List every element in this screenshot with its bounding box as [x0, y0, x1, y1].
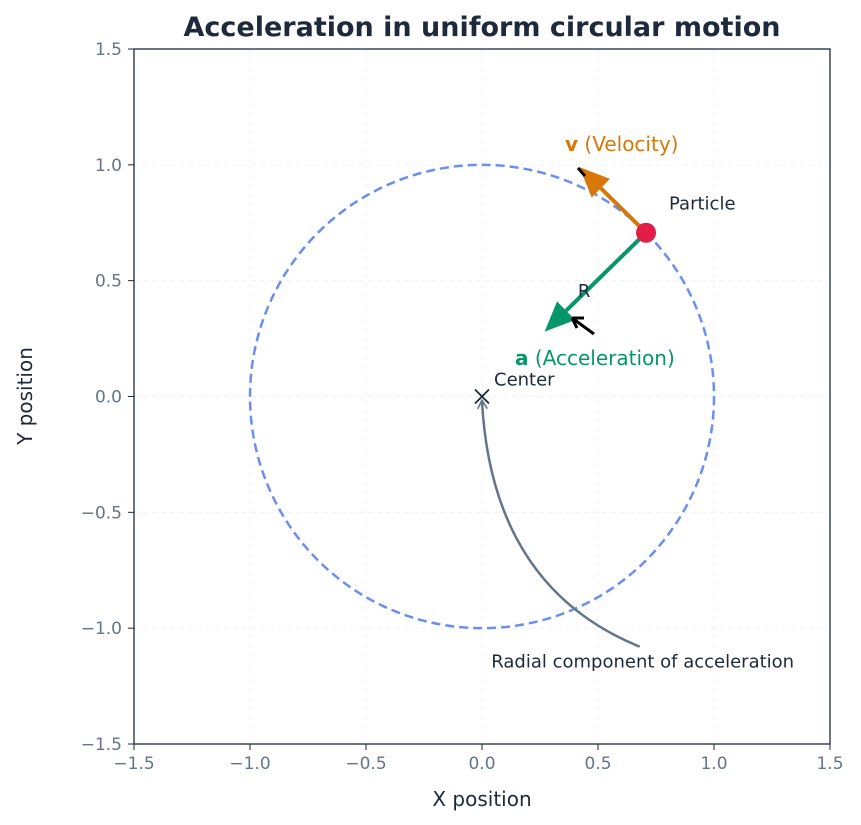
x-tick-label: 0.5: [584, 754, 611, 774]
velocity-label: v (Velocity): [565, 132, 678, 156]
x-tick-label: −1.5: [113, 754, 154, 774]
acceleration-arrow-head: [544, 301, 576, 332]
trajectory-circle: [248, 163, 716, 630]
radius-pointer-arrow: [570, 316, 595, 336]
y-tick-label: −1.5: [81, 735, 122, 755]
axes-frame: [133, 48, 831, 745]
annotation-arrow: [482, 401, 641, 648]
y-tick-label: −1.0: [81, 619, 122, 639]
x-tick-label: −1.0: [229, 754, 270, 774]
x-tick-label: 1.0: [700, 754, 727, 774]
velocity-arrow-shaft: [599, 186, 648, 235]
annotation-background: [487, 647, 844, 676]
particle-label: Particle: [669, 194, 736, 215]
x-tick-label: 0.0: [468, 754, 495, 774]
y-tick-label: 1.0: [95, 156, 122, 176]
velocity-arrow-head: [579, 167, 610, 198]
x-tick-label: −0.5: [345, 754, 386, 774]
velocity-label-text: (Velocity): [578, 132, 678, 156]
acceleration-arrow-shaft: [564, 231, 648, 313]
y-tick-label: −0.5: [81, 503, 122, 523]
acceleration-label: a (Acceleration): [515, 346, 675, 370]
y-tick-label: 0.5: [95, 272, 122, 292]
velocity-pointer-arrow: [576, 167, 587, 177]
plot-area: Particle Center Rv (Velocity) a (Accelerati…: [248, 132, 844, 676]
velocity-label-symbol: v: [565, 132, 578, 156]
y-tick-label: 1.5: [95, 40, 122, 60]
y-tick-label: 0.0: [95, 388, 122, 408]
particle-marker: [636, 222, 657, 243]
annotation-text: Radial component of acceleration: [491, 652, 794, 673]
ticks: −1.5 −1.0 −0.5 0.0 0.5 1.0 1.5 −1.5 −1.0 −0.5 0.0 0…: [81, 40, 844, 774]
chart-title: Acceleration in uniform circular motion: [184, 12, 781, 43]
y-axis-label: Y position: [13, 347, 37, 446]
center-label: Center: [494, 370, 555, 391]
radius-label: R: [578, 281, 591, 302]
acceleration-label-symbol: a: [515, 346, 529, 370]
x-tick-label: 1.5: [816, 754, 843, 774]
acceleration-label-text: (Acceleration): [529, 346, 675, 370]
x-axis-label: X position: [432, 787, 531, 811]
